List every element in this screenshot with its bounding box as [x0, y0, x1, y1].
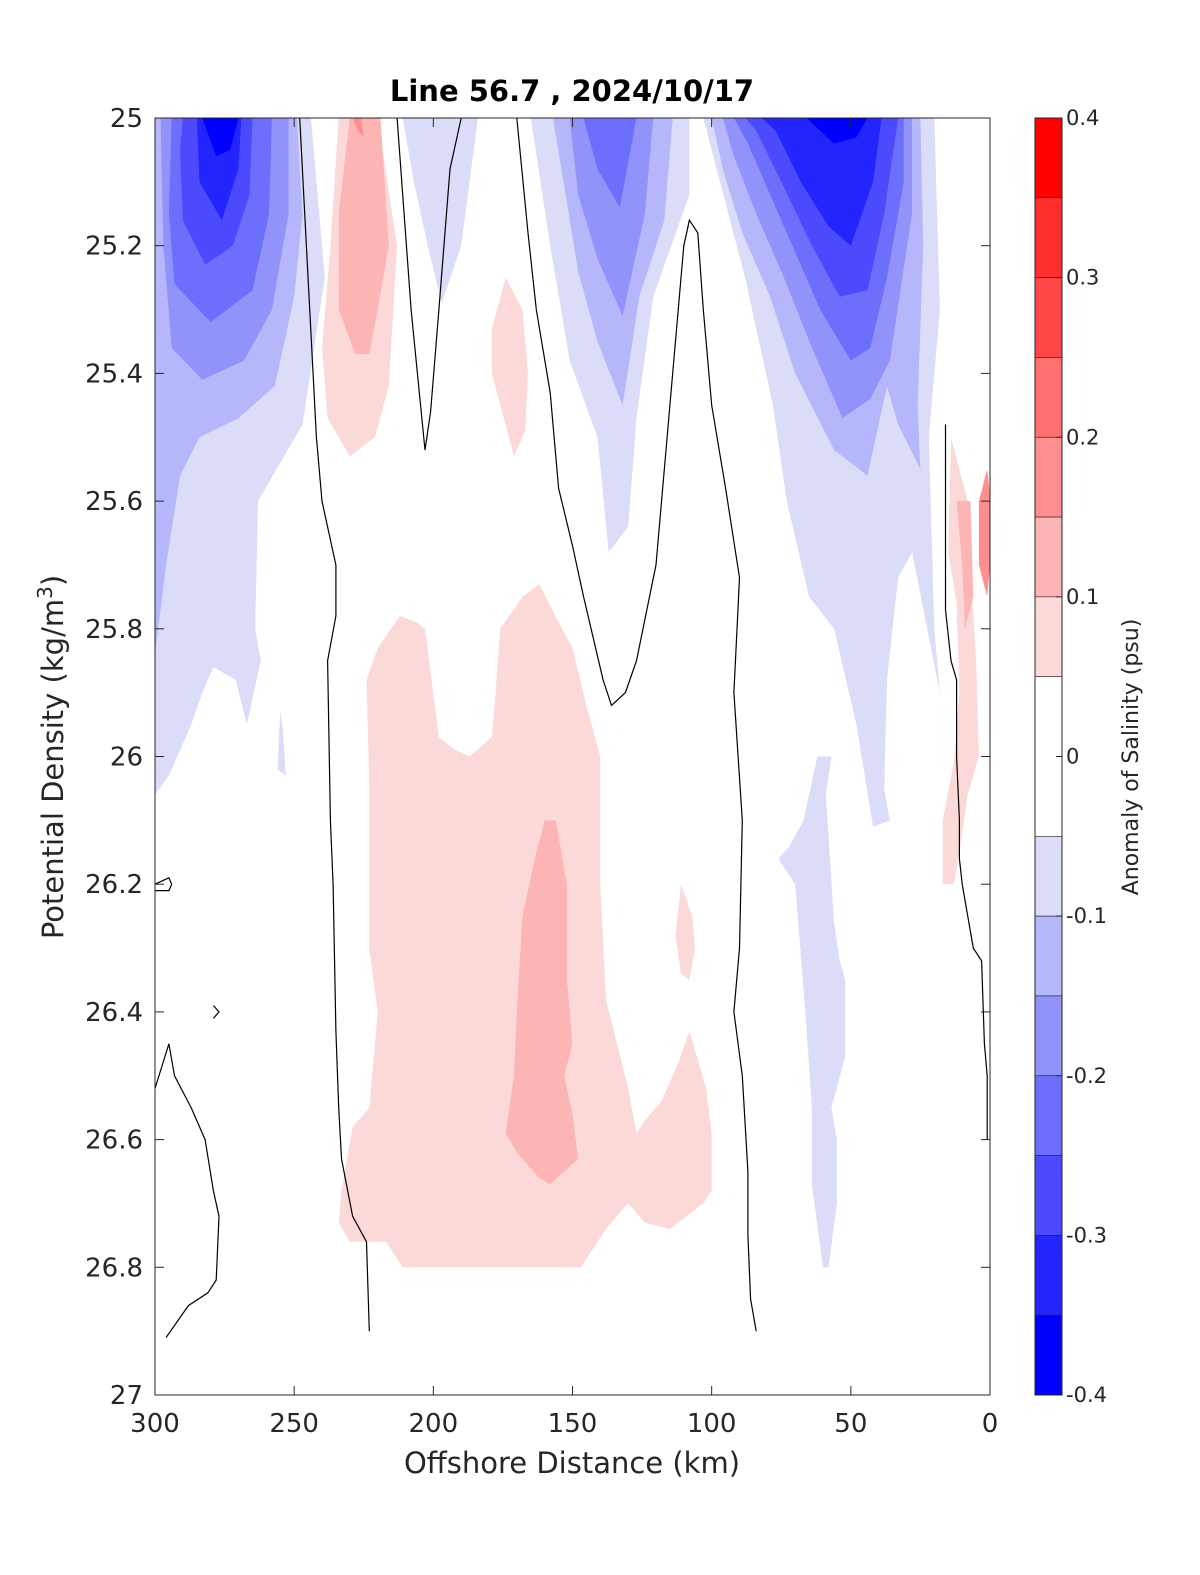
contour-region: [491, 277, 528, 457]
colorbar-swatch: [1034, 436, 1063, 518]
zero-contour-line: [155, 1043, 220, 1338]
colorbar-tick-label: -0.2: [1066, 1064, 1107, 1088]
zero-contour-line: [944, 424, 988, 1140]
contour-region: [583, 118, 637, 208]
x-tick-label: 300: [130, 1409, 180, 1439]
colorbar-swatch: [1034, 596, 1063, 677]
y-tick-label: 27: [110, 1381, 143, 1411]
x-tick-label: 100: [687, 1409, 737, 1439]
colorbar-swatch: [1034, 1235, 1063, 1316]
y-tick-label: 26: [110, 743, 143, 773]
contour-region: [761, 118, 882, 246]
y-axis-label-close: ): [36, 575, 70, 586]
y-axis-label-main: Potential Density (kg/m: [36, 599, 70, 939]
colorbar-label: Anomaly of Salinity (psu): [1119, 619, 1144, 896]
contour-region: [352, 118, 364, 138]
y-tick-label: 25.4: [85, 359, 143, 389]
plot-area: [154, 117, 991, 1396]
colorbar-tick-label: 0: [1066, 745, 1079, 769]
x-tick-label: 0: [982, 1409, 999, 1439]
zero-contour-line: [396, 118, 462, 451]
colorbar-swatch: [1034, 516, 1063, 598]
colorbar-swatch: [1034, 1075, 1063, 1156]
colorbar-swatch: [1034, 1314, 1063, 1396]
contour-region: [505, 820, 579, 1185]
x-tick-labels: 300 250 200 150 100 50 0: [130, 1409, 998, 1439]
colorbar-tick-label: 0.4: [1066, 106, 1099, 130]
contour-region: [675, 884, 695, 980]
contour-region: [806, 118, 868, 144]
x-tick-label: 250: [269, 1409, 319, 1439]
contour-region: [569, 118, 654, 316]
filled-contours: [155, 118, 990, 1268]
y-tick-label: 25: [110, 104, 143, 134]
colorbar-swatch: [1034, 915, 1063, 997]
x-tick-label: 200: [409, 1409, 459, 1439]
contour-region: [277, 711, 286, 776]
contour-region: [956, 501, 974, 629]
x-tick-label: 150: [548, 1409, 598, 1439]
colorbar-tick-label: -0.1: [1066, 904, 1107, 928]
y-tick-label: 25.2: [85, 232, 143, 262]
contour-region: [202, 118, 239, 157]
y-axis-label: Potential Density (kg/m3): [33, 575, 70, 939]
colorbar-swatch: [1034, 1155, 1063, 1236]
y-tick-label: 26.4: [85, 998, 143, 1028]
y-tick-label: 25.6: [85, 487, 143, 517]
colorbar-swatch: [1034, 117, 1063, 199]
colorbar-ticks: -0.4 -0.3 -0.2 -0.1 0 0.1 0.2 0.3 0.4: [1056, 106, 1107, 1407]
zero-contour-lines: [155, 118, 988, 1338]
y-tick-labels: 25 25.2 25.4 25.6 25.8 26 26.2 26.4 26.6 26.8 27: [85, 104, 143, 1411]
y-tick-label: 26.8: [85, 1253, 143, 1283]
zero-contour-line: [299, 118, 370, 1332]
zero-contour-line: [155, 876, 173, 892]
colorbar-tick-label: 0.3: [1066, 266, 1099, 290]
y-tick-label: 26.6: [85, 1126, 143, 1156]
colorbar-swatch: [1034, 277, 1063, 358]
colorbar-swatch: [1034, 197, 1063, 278]
contour-region: [942, 437, 979, 885]
colorbar-tick-label: 0.1: [1066, 585, 1099, 609]
colorbar-tick-label: 0.2: [1066, 425, 1099, 449]
colorbar: -0.4 -0.3 -0.2 -0.1 0 0.1 0.2 0.3 0.4 Anomaly of…: [1034, 106, 1144, 1407]
x-tick-label: 50: [834, 1409, 867, 1439]
colorbar-swatch: [1034, 995, 1063, 1077]
y-tick-label: 25.8: [85, 615, 143, 645]
contour-region: [338, 118, 389, 355]
plot-frame: [154, 117, 991, 1396]
colorbar-swatch: [1034, 836, 1063, 917]
contour-region: [402, 118, 478, 304]
zero-contour-line: [212, 1005, 220, 1019]
chart-title: Line 56.7 , 2024/10/17: [390, 74, 754, 108]
colorbar-tick-label: -0.4: [1066, 1383, 1107, 1407]
colorbar-tick-label: -0.3: [1066, 1223, 1107, 1247]
zero-contour-line: [516, 118, 757, 1332]
colorbar-swatch: [1034, 357, 1063, 438]
y-tick-label: 26.2: [85, 870, 143, 900]
y-axis-label-superscript: 3: [33, 586, 57, 599]
x-axis-label: Offshore Distance (km): [404, 1446, 740, 1480]
contour-region: [778, 756, 846, 1268]
